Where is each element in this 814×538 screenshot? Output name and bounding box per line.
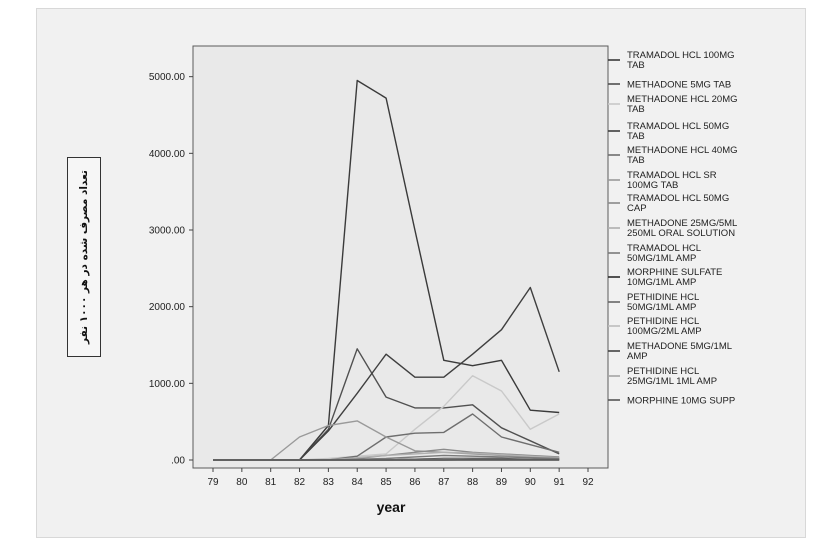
x-tick-label: 88 <box>467 477 479 488</box>
y-tick-label: .00 <box>171 456 185 467</box>
y-tick-label: 2000.00 <box>149 302 186 313</box>
x-tick-label: 92 <box>582 477 594 488</box>
x-tick-label: 87 <box>438 477 450 488</box>
x-tick-label: 84 <box>352 477 364 488</box>
line-chart: .00 1000.00 2000.00 3000.00 4000.00 5000.00 7… <box>37 9 807 535</box>
x-tick-label: 81 <box>265 477 277 488</box>
y-tick-label: 5000.00 <box>149 72 186 83</box>
x-tick-label: 85 <box>381 477 393 488</box>
y-tick-label: 3000.00 <box>149 226 186 237</box>
x-axis-title: year <box>377 499 406 515</box>
x-axis: 79 80 81 82 83 84 85 86 87 88 89 90 91 92 <box>207 468 594 488</box>
x-tick-label: 80 <box>236 477 248 488</box>
y-tick-label: 1000.00 <box>149 379 186 390</box>
x-tick-label: 83 <box>323 477 335 488</box>
x-tick-label: 89 <box>496 477 508 488</box>
legend-label: METHADONE 5MG TAB <box>627 80 731 91</box>
x-tick-label: 82 <box>294 477 306 488</box>
plot-area <box>193 46 608 468</box>
y-axis-title-box: تعداد مصرف شده در هر ۱۰۰۰ نفر <box>67 157 101 357</box>
y-axis-title: تعداد مصرف شده در هر ۱۰۰۰ نفر <box>78 170 90 345</box>
chart-frame: .00 1000.00 2000.00 3000.00 4000.00 5000.00 7… <box>36 8 806 538</box>
x-tick-label: 91 <box>554 477 566 488</box>
x-tick-label: 79 <box>207 477 219 488</box>
x-tick-label: 86 <box>409 477 421 488</box>
y-axis: .00 1000.00 2000.00 3000.00 4000.00 5000.00 <box>149 72 193 466</box>
legend-label: MORPHINE 10MG SUPP <box>627 396 735 407</box>
x-tick-label: 90 <box>525 477 537 488</box>
y-tick-label: 4000.00 <box>149 149 186 160</box>
